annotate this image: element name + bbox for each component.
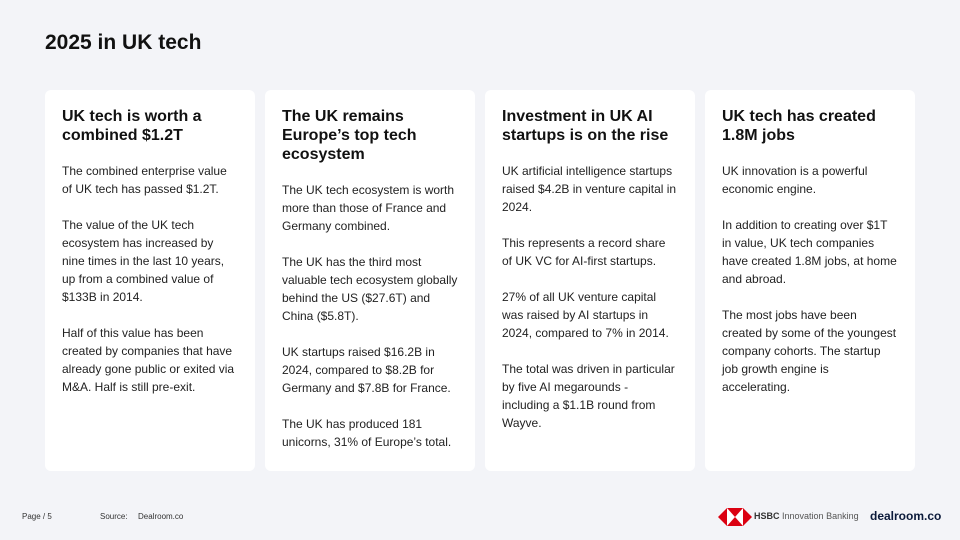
page-title: 2025 in UK tech — [45, 31, 202, 54]
card-paragraph: The value of the UK tech ecosystem has i… — [62, 218, 225, 304]
card-paragraph: The UK has produced 181 unicorns, 31% of… — [282, 417, 452, 449]
card-paragraph: The total was driven in particular by fi… — [502, 362, 675, 430]
card-paragraph: The most jobs have been created by some … — [722, 308, 897, 394]
card-paragraph: In addition to creating over $1T in valu… — [722, 218, 897, 286]
card-title: UK tech is worth a combined $1.2T — [62, 108, 202, 144]
source-label: Source: — [100, 512, 128, 521]
page-number: Page / 5 — [22, 512, 52, 521]
card-paragraph: The UK tech ecosystem is worth more than… — [282, 183, 455, 233]
info-card: UK tech is worth a combined $1.2T The com… — [45, 90, 255, 471]
card-paragraph: The UK has the third most valuable tech … — [282, 255, 458, 323]
card-paragraph: Half of this value has been created by c… — [62, 326, 235, 394]
info-card: UK tech has created 1.8M jobs UK innovati… — [705, 90, 915, 471]
card-paragraph: UK startups raised $16.2B in 2024, compa… — [282, 345, 451, 395]
card-title: The UK remains Europe’s top tech ecosyst… — [282, 108, 417, 163]
card-title: Investment in UK AI startups is on the r… — [502, 108, 669, 144]
card-paragraph: This represents a record share of UK VC … — [502, 236, 666, 268]
hsbc-logo-mark — [718, 508, 752, 526]
info-card: The UK remains Europe’s top tech ecosyst… — [265, 90, 475, 471]
hsbc-brand: HSBC — [754, 511, 780, 521]
dealroom-logo: dealroom.co — [870, 509, 942, 523]
card-paragraph: 27% of all UK venture capital was raised… — [502, 290, 669, 340]
card-paragraph: The combined enterprise value of UK tech… — [62, 164, 227, 196]
hsbc-unit: Innovation Banking — [782, 511, 859, 521]
info-card: Investment in UK AI startups is on the r… — [485, 90, 695, 471]
source: Dealroom.co — [138, 512, 184, 521]
card-paragraph: UK artificial intelligence startups rais… — [502, 164, 677, 214]
card-paragraph: UK innovation is a powerful economic eng… — [722, 164, 868, 196]
hsbc-logo: HSBC Innovation Banking — [754, 511, 859, 521]
card-title: UK tech has created 1.8M jobs — [722, 108, 876, 144]
